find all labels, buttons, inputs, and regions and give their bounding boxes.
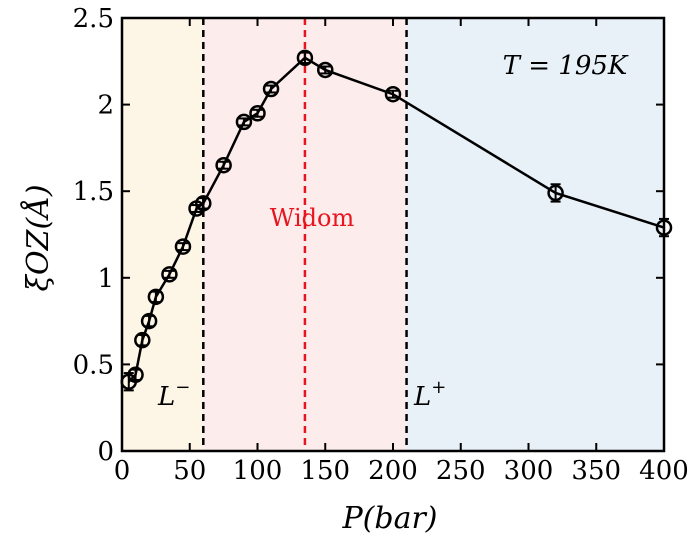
y-tick-label-3: 1.5 bbox=[73, 177, 114, 207]
series-line-0 bbox=[127, 56, 665, 383]
data-point-6 bbox=[174, 238, 192, 255]
l-plus-label: L+ bbox=[413, 377, 446, 412]
y-tick-label-1: 0.5 bbox=[73, 350, 114, 380]
l-plus-letter: L bbox=[413, 382, 431, 412]
vertical-lines bbox=[202, 18, 408, 451]
data-point-16 bbox=[547, 184, 564, 202]
l-minus-label: L− bbox=[157, 377, 190, 412]
x-tick-label-8: 400 bbox=[639, 456, 689, 486]
data-point-13 bbox=[296, 49, 314, 67]
data-point-12 bbox=[262, 80, 280, 98]
data-point-11 bbox=[249, 105, 266, 122]
x-tick-label-0: 0 bbox=[114, 456, 131, 486]
data-point-5 bbox=[161, 266, 178, 283]
x-axis-title: P(bar) bbox=[341, 501, 437, 536]
y-axis-title: ξOZ(Å) bbox=[20, 184, 56, 291]
l-minus-letter: L bbox=[157, 382, 175, 412]
data-point-4 bbox=[147, 288, 165, 306]
y-tick-label-5: 2.5 bbox=[73, 4, 114, 34]
region-2 bbox=[406, 18, 664, 451]
l-minus-superscript: − bbox=[175, 377, 190, 398]
data-point-8 bbox=[195, 195, 212, 212]
data-point-3 bbox=[140, 312, 158, 330]
tick-labels: 0 50 100 150 200 250 300 350 400 0 0.5 1 1.5 2 2.5 bbox=[73, 4, 689, 486]
temperature-annotation: T = 195K bbox=[503, 51, 629, 81]
y-tick-label-2: 1 bbox=[97, 264, 114, 294]
axis-ticks bbox=[121, 17, 665, 452]
x-tick-label-5: 250 bbox=[436, 456, 486, 486]
x-tick-label-6: 300 bbox=[504, 456, 554, 486]
l-plus-superscript: + bbox=[431, 377, 446, 398]
widom-label: Widom bbox=[270, 204, 355, 232]
data-point-15 bbox=[384, 85, 402, 103]
x-tick-label-4: 200 bbox=[368, 456, 418, 486]
y-tick-label-0: 0 bbox=[97, 437, 114, 467]
x-tick-label-2: 100 bbox=[233, 456, 283, 486]
data-series bbox=[120, 49, 673, 392]
data-point-9 bbox=[215, 156, 232, 174]
x-tick-label-1: 50 bbox=[173, 456, 206, 486]
data-point-14 bbox=[317, 61, 334, 79]
x-tick-label-3: 150 bbox=[300, 456, 350, 486]
data-point-2 bbox=[134, 331, 151, 349]
data-point-1 bbox=[127, 366, 144, 384]
data-point-10 bbox=[235, 113, 253, 131]
y-tick-label-4: 2 bbox=[97, 91, 114, 121]
x-tick-label-7: 350 bbox=[571, 456, 621, 486]
